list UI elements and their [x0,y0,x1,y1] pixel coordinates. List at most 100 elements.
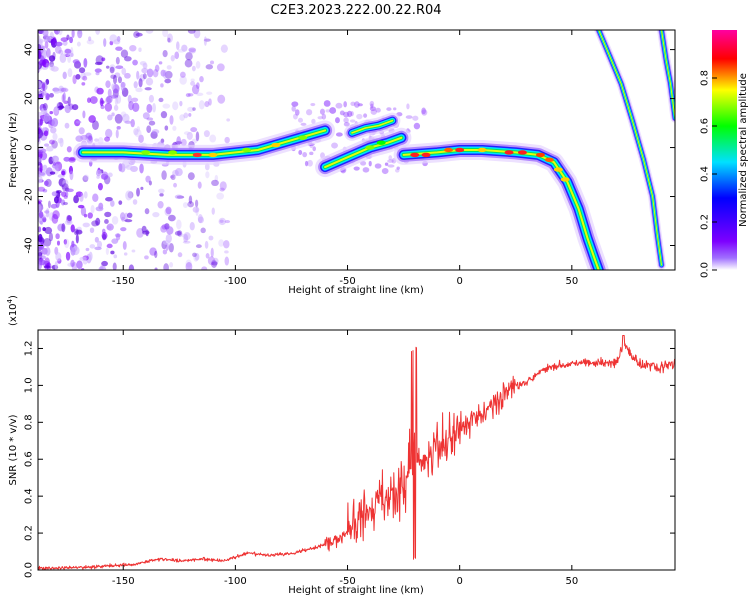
noise-speck [42,81,46,92]
noise-speck [203,38,211,42]
ridge-peak [535,152,545,158]
noise-speck [353,166,360,171]
noise-speck [195,244,202,249]
noise-speck [117,76,123,84]
noise-speck [196,82,200,89]
noise-speck [94,68,102,73]
snr-y-tick-label: 0.6 [24,451,35,467]
noise-speck [82,110,86,119]
noise-speck [132,199,138,205]
noise-speck [189,222,195,231]
noise-speck [291,101,299,107]
ridge-band [597,30,663,266]
noise-speck [95,217,101,226]
noise-speck [188,47,197,53]
noise-speck [162,103,171,109]
noise-speck [85,247,90,252]
noise-speck [105,247,109,255]
noise-speck [54,156,59,163]
noise-speck [177,252,183,258]
noise-speck [105,196,113,202]
noise-speck [109,64,116,72]
noise-speck [293,113,298,120]
noise-speck [335,132,343,137]
noise-speck [111,216,119,225]
noise-speck [160,83,164,88]
noise-speck [88,36,92,42]
noise-speck [226,118,231,122]
noise-speck [185,259,192,268]
noise-speck [43,130,49,137]
noise-speck [195,60,201,69]
noise-speck [179,71,186,78]
noise-speck [42,30,49,37]
noise-speck [61,94,65,103]
spectrogram-y-tick-label: -20 [24,188,35,204]
snr-x-tick-label: -100 [224,576,247,587]
noise-speck [217,94,226,104]
noise-speck [38,252,43,257]
noise-speck [97,182,103,191]
noise-speck [140,186,144,191]
noise-speck [96,169,102,176]
noise-speck [94,138,99,142]
noise-speck [179,100,183,107]
noise-speck [38,260,41,270]
noise-speck [107,172,113,178]
noise-speck [103,38,107,47]
colorbar: 0.0 0.2 0.4 0.6 0.8 Normalized spectral ampl… [700,30,749,278]
noise-speck [187,172,195,181]
noise-speck [75,73,81,80]
noise-speck [71,104,79,111]
noise-speck [192,206,200,213]
ridge-peak [455,147,465,153]
noise-speck [113,254,118,259]
noise-speck [119,212,126,221]
noise-speck [133,81,138,89]
snr-y-tick-label: 0.0 [24,562,35,578]
noise-speck [160,69,166,77]
noise-speck [176,41,180,51]
noise-speck [38,186,46,192]
noise-speck [164,125,169,131]
noise-speck [95,30,101,35]
noise-speck [212,257,219,265]
noise-speck [339,110,345,116]
noise-speck [38,251,42,260]
noise-speck [95,206,104,212]
noise-speck [124,219,133,223]
noise-speck [223,240,230,249]
noise-speck [94,236,99,243]
noise-speck [44,180,49,186]
noise-speck [181,44,188,52]
noise-speck [224,250,229,254]
noise-speck [168,242,174,253]
noise-speck [130,118,135,128]
noise-speck [194,253,200,261]
noise-speck [50,66,59,72]
noise-speck [343,101,347,108]
noise-speck [203,36,207,46]
noise-speck [51,117,59,127]
noise-speck [70,47,74,58]
noise-speck [106,243,113,249]
noise-speck [122,113,130,123]
noise-speck [110,200,115,207]
noise-speck [89,96,98,104]
noise-speck [191,138,198,144]
noise-speck [129,44,137,52]
noise-speck [148,180,152,186]
spectrogram-y-label: Frequency (Hz) [8,112,19,188]
noise-speck [174,168,183,177]
noise-speck [78,127,85,135]
noise-speck [208,98,212,106]
noise-speck [115,56,120,65]
noise-speck [69,170,74,181]
noise-speck [172,169,179,177]
noise-speck [124,120,132,124]
noise-speck [50,126,57,134]
noise-speck [68,156,77,161]
noise-speck [298,149,303,156]
noise-speck [421,107,426,115]
